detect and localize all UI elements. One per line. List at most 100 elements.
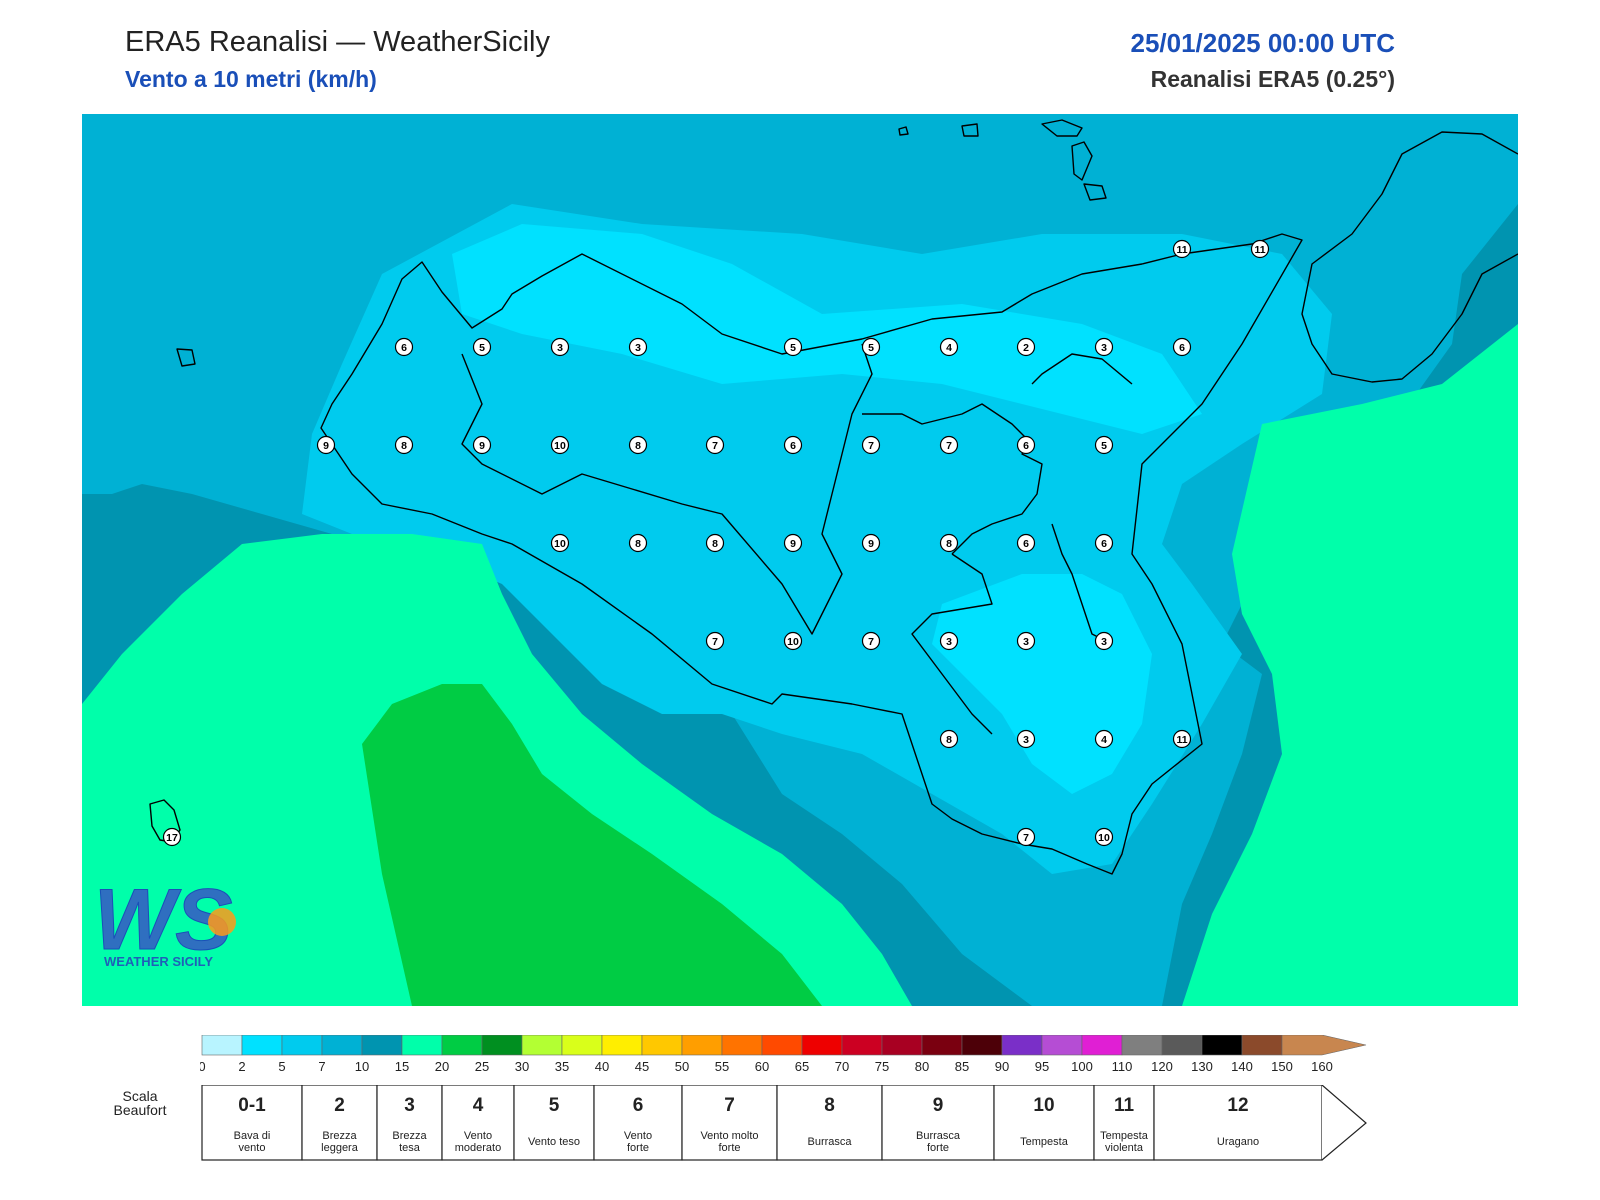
- wind-marker-value: 7: [946, 440, 952, 452]
- colorbar-segment: [1241, 1035, 1283, 1056]
- wind-marker-value: 10: [1098, 832, 1110, 844]
- data-source: Reanalisi ERA5 (0.25°): [1150, 66, 1395, 92]
- wind-marker-circle: [705, 631, 725, 651]
- wind-marker-circle: [861, 533, 881, 553]
- wind-marker: 8: [628, 435, 648, 455]
- beaufort-desc: Burrasca: [807, 1136, 852, 1148]
- beaufort-number: 4: [473, 1095, 484, 1116]
- colorbar-tick-label: 65: [795, 1059, 809, 1074]
- colorbar-segment: [1281, 1035, 1367, 1056]
- wind-marker-circle: [1016, 435, 1036, 455]
- wind-marker-circle: [939, 533, 959, 553]
- wind-marker-value: 6: [790, 440, 796, 452]
- wind-marker-circle: [550, 435, 570, 455]
- beaufort-label-line1: Scala: [122, 1088, 157, 1104]
- colorbar-tick-label: 35: [555, 1059, 569, 1074]
- wind-marker: 3: [1094, 631, 1114, 651]
- colorbar-segment: [281, 1035, 323, 1056]
- beaufort-desc: vento: [239, 1142, 266, 1154]
- ustica-island: [898, 126, 909, 136]
- colorbar-segment: [1041, 1035, 1083, 1056]
- wind-marker: 5: [783, 337, 803, 357]
- map-title: ERA5 Reanalisi — WeatherSicily: [125, 26, 550, 58]
- wind-marker-value: 3: [635, 342, 641, 354]
- wind-marker-circle: [394, 435, 414, 455]
- wind-marker-circle: [1172, 337, 1192, 357]
- wind-marker-value: 5: [1101, 440, 1107, 452]
- colorbar-segment: [201, 1035, 243, 1056]
- wind-marker-value: 3: [1101, 342, 1107, 354]
- colorbar-segment: [241, 1035, 283, 1056]
- wind-marker-value: 5: [479, 342, 485, 354]
- beaufort-number: 2: [334, 1095, 345, 1116]
- wind-marker-value: 8: [946, 734, 952, 746]
- wind-marker-value: 3: [946, 636, 952, 648]
- beaufort-cell: 12 Uragano: [1153, 1085, 1323, 1161]
- sicily-coastline: [320, 233, 1303, 875]
- colorbar-tick-label: 20: [435, 1059, 449, 1074]
- colorbar-tick-label: 110: [1112, 1059, 1133, 1074]
- wind-marker-circle: [783, 631, 803, 651]
- wind-marker-circle: [628, 533, 648, 553]
- wind-marker-value: 6: [1023, 440, 1029, 452]
- wind-marker: 6: [1016, 533, 1036, 553]
- colorbar-segment: [1161, 1035, 1203, 1056]
- colorbar-tick-label: 15: [395, 1059, 409, 1074]
- wind-marker-circle: [472, 435, 492, 455]
- beaufort-number: 0-1: [238, 1095, 266, 1116]
- colorbar-tick-label: 80: [915, 1059, 929, 1074]
- beaufort-desc: moderato: [455, 1142, 501, 1154]
- wind-marker-value: 7: [712, 440, 718, 452]
- wind-marker-value: 6: [1101, 538, 1107, 550]
- colorbar-segment: [361, 1035, 403, 1056]
- wind-marker-circle: [705, 435, 725, 455]
- wind-marker-value: 3: [1023, 636, 1029, 648]
- zone-v20-25: [362, 684, 822, 1006]
- beaufort-cell: 8 Burrasca: [776, 1085, 883, 1161]
- wind-marker: 10: [550, 533, 570, 553]
- colorbar-segment: [921, 1035, 963, 1056]
- wind-marker-value: 11: [1176, 734, 1187, 746]
- wind-marker: 5: [1094, 435, 1114, 455]
- wind-marker: 11: [1250, 239, 1270, 259]
- wind-marker-value: 7: [868, 636, 874, 648]
- wind-marker-value: 6: [401, 342, 407, 354]
- wind-marker: 9: [861, 533, 881, 553]
- wind-marker-value: 10: [554, 538, 566, 550]
- wind-marker-value: 3: [1023, 734, 1029, 746]
- map-subtitle: Vento a 10 metri (km/h): [125, 66, 377, 92]
- wind-marker: 8: [705, 533, 725, 553]
- logo-sun-icon: [208, 908, 236, 936]
- colorbar-tick-label: 60: [755, 1059, 769, 1074]
- wind-marker: 8: [628, 533, 648, 553]
- wind-marker-circle: [1094, 533, 1114, 553]
- wind-marker-value: 8: [635, 538, 641, 550]
- colorbar-tick-label: 100: [1071, 1059, 1093, 1074]
- wind-marker: 6: [1094, 533, 1114, 553]
- wind-marker-value: 9: [323, 440, 329, 452]
- wind-marker-value: 5: [790, 342, 796, 354]
- wind-marker-circle: [1094, 337, 1114, 357]
- beaufort-desc: forte: [627, 1142, 649, 1154]
- beaufort-desc: Bava di: [234, 1130, 271, 1142]
- beaufort-desc: forte: [927, 1142, 949, 1154]
- wind-marker-value: 3: [557, 342, 563, 354]
- wind-marker-value: 7: [1023, 832, 1029, 844]
- colorbar-tick-label: 75: [875, 1059, 889, 1074]
- wind-marker-value: 10: [787, 636, 799, 648]
- wind-marker-circle: [861, 435, 881, 455]
- wind-marker-value: 10: [554, 440, 566, 452]
- beaufort-number: 5: [549, 1095, 560, 1116]
- colorbar: 0 2 5 7 10 15 20 25 30 35 40 45 50 55 60 65 70 75 80 85 90 95…: [200, 1035, 1367, 1074]
- wind-marker-value: 7: [868, 440, 874, 452]
- wind-marker-circle: [1250, 239, 1270, 259]
- wind-marker-circle: [1172, 239, 1192, 259]
- wind-marker: 2: [1016, 337, 1036, 357]
- beaufort-number: 11: [1114, 1095, 1135, 1116]
- wind-marker: 3: [1016, 729, 1036, 749]
- colorbar-tick-label: 2: [238, 1059, 245, 1074]
- wind-marker-circle: [472, 337, 492, 357]
- wind-marker-value: 9: [790, 538, 796, 550]
- wind-marker-value: 11: [1254, 244, 1265, 256]
